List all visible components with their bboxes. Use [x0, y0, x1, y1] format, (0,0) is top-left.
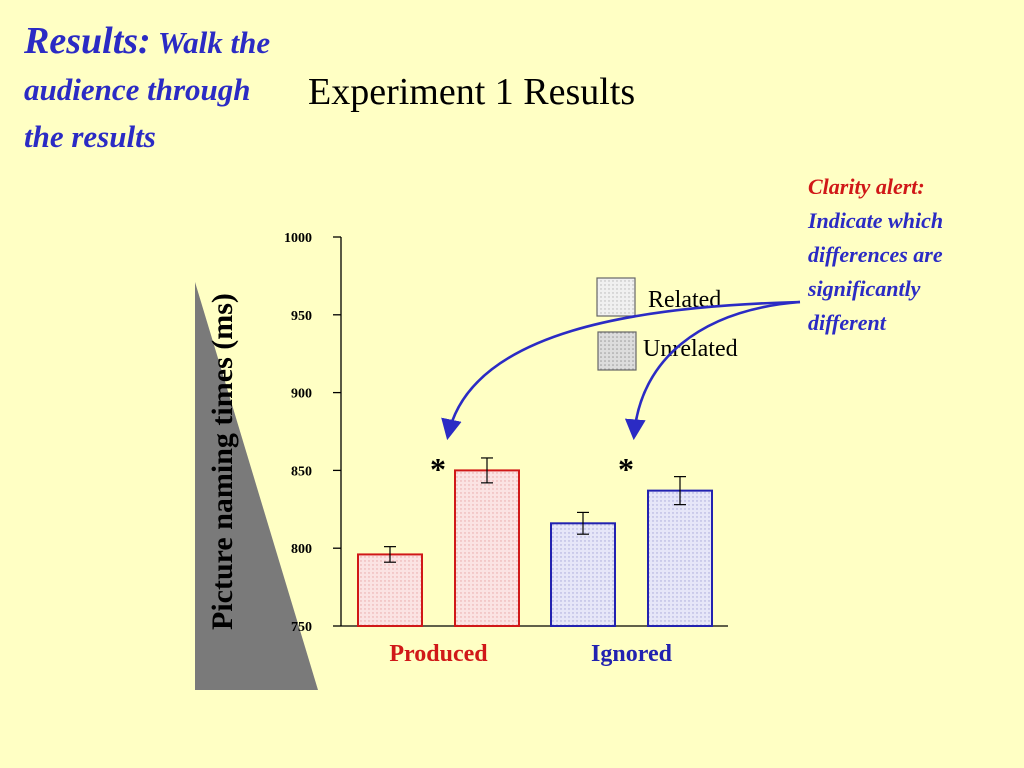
y-tick-label: 750	[291, 620, 312, 635]
y-axis-label: Picture naming times (ms)	[206, 293, 239, 630]
significance-star: *	[430, 451, 446, 487]
bar-ignored-unrelated	[647, 489, 713, 627]
clarity-callout: Clarity alert: Indicate which difference…	[808, 170, 998, 340]
category-label-produced: Produced	[389, 641, 488, 667]
y-tick-label: 1000	[284, 231, 312, 246]
bar-produced-related	[357, 553, 423, 628]
bar-produced-unrelated	[454, 469, 520, 627]
results-callout-heading: Results:	[24, 20, 151, 62]
results-callout: Results: Walk the audience through the r…	[24, 18, 284, 160]
slide-title: Experiment 1 Results	[308, 71, 636, 113]
clarity-alert-body: Indicate which differences are significa…	[808, 208, 944, 335]
bar-ignored-related	[550, 522, 616, 628]
clarity-alert-label: Clarity alert:	[808, 174, 925, 199]
legend: Related Unrelated	[596, 277, 738, 371]
y-tick-label: 850	[291, 464, 312, 479]
legend-swatch-unrelated	[597, 331, 637, 371]
category-label-ignored: Ignored	[591, 641, 673, 667]
y-tick-label: 950	[291, 309, 312, 324]
axis-wedge	[195, 282, 318, 690]
results-callout-body: Walk the audience through the results	[24, 25, 271, 154]
plot-area: 1000 950 900 850 800 750 Produced Ignored * *	[284, 231, 728, 667]
legend-swatch-related	[596, 277, 636, 317]
y-tick-label: 800	[291, 542, 312, 557]
legend-label-unrelated: Unrelated	[643, 336, 738, 362]
arrow-to-ignored	[624, 300, 801, 441]
arrow-to-produced	[441, 300, 801, 441]
significance-star: *	[618, 451, 634, 487]
y-tick-label: 900	[291, 387, 312, 402]
